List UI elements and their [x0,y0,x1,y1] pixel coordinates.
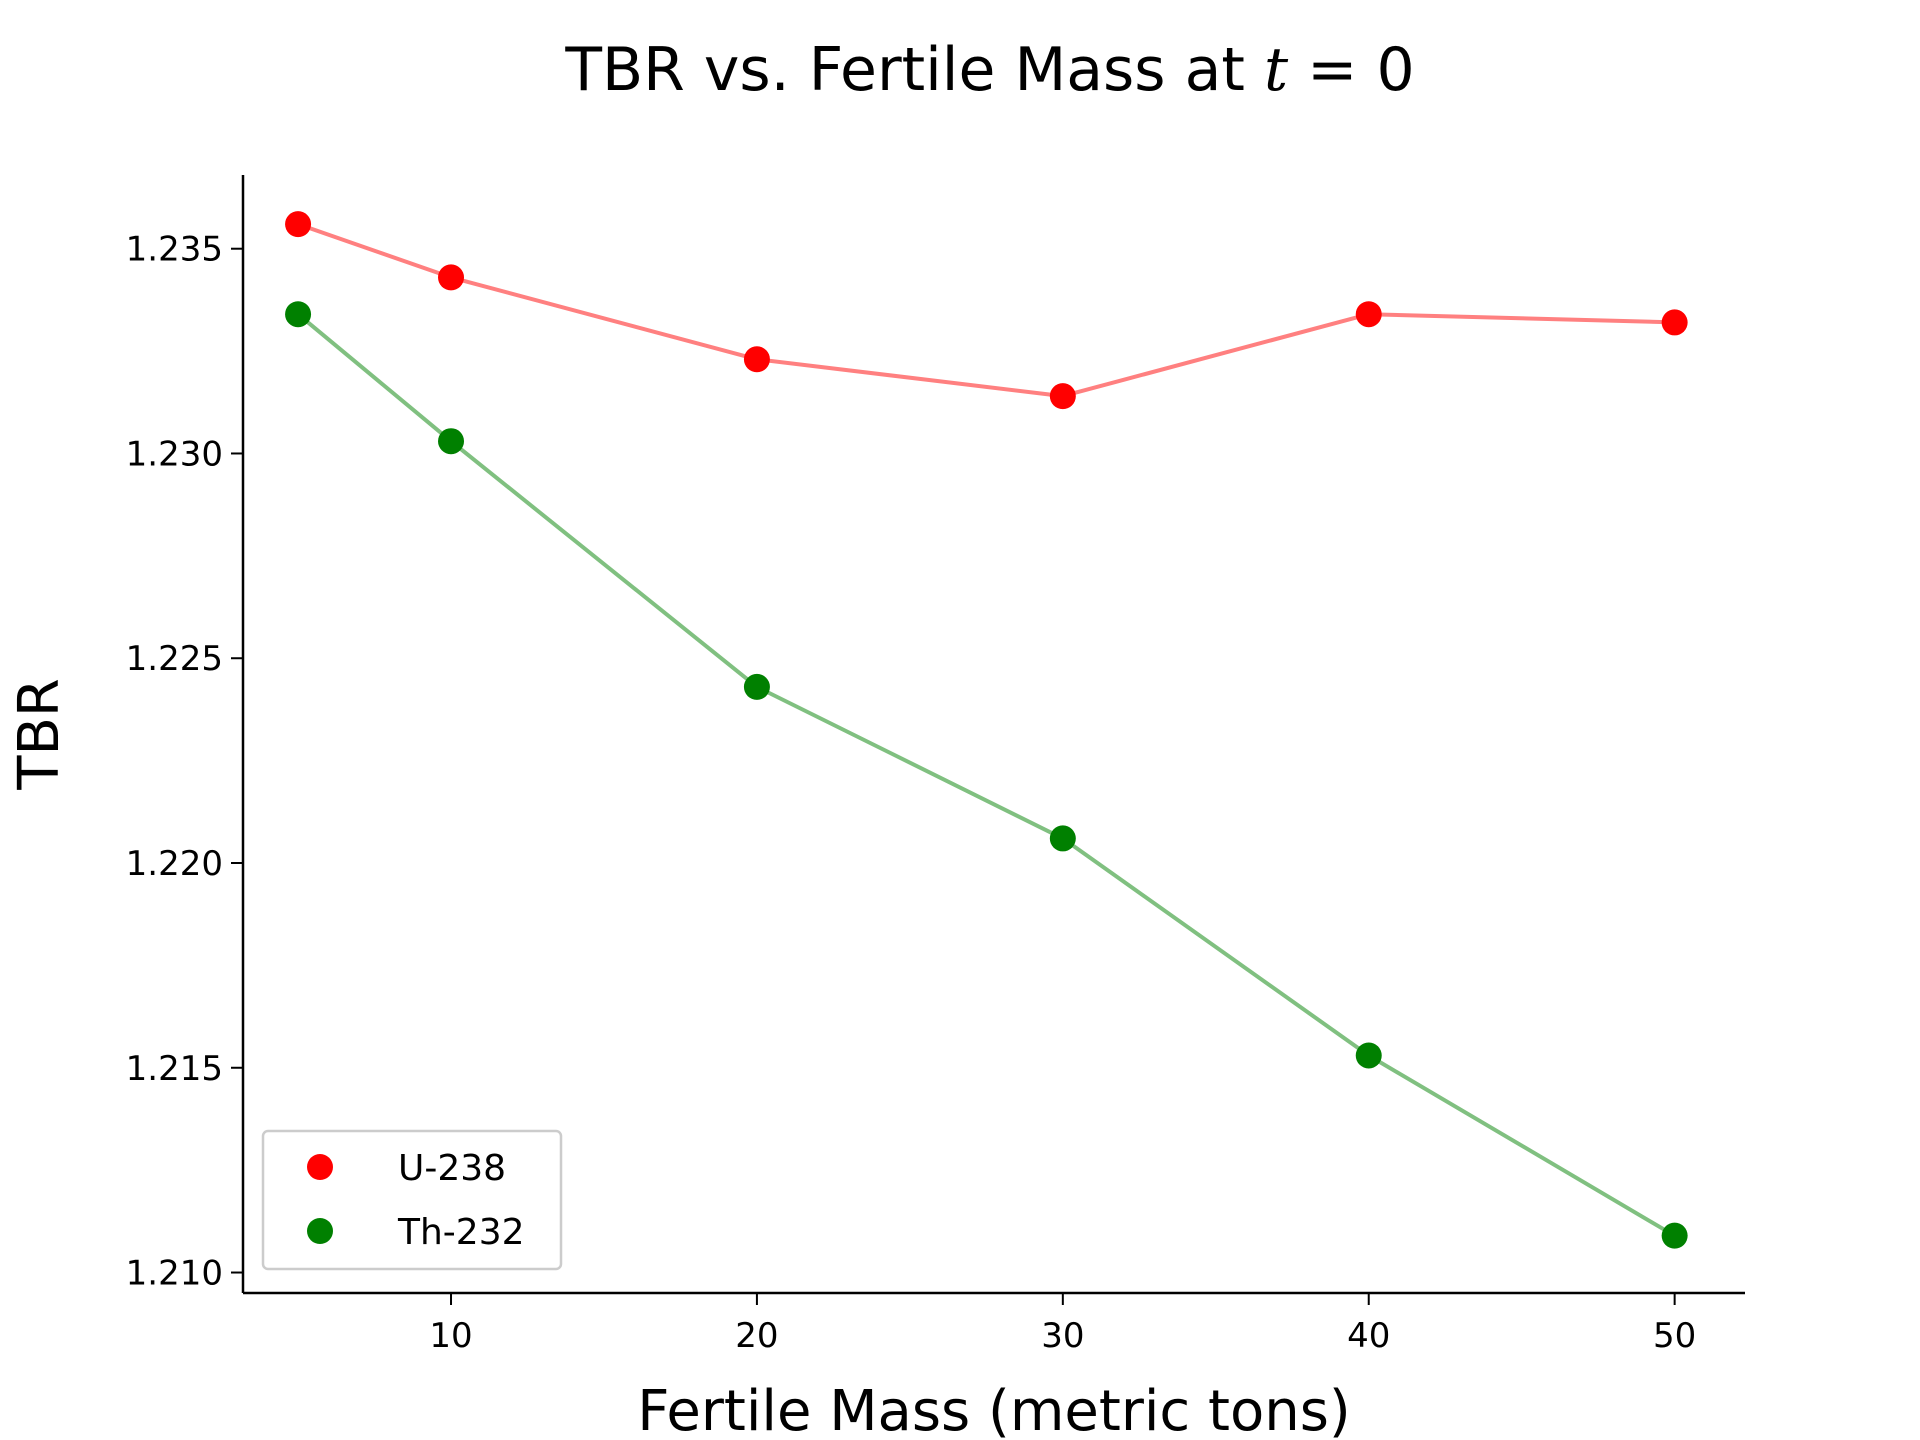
x-tick-label: 40 [1347,1316,1390,1356]
x-tick-label: 30 [1041,1316,1084,1356]
chart-title-rest: = 0 [1288,35,1415,105]
data-point-u-238 [1049,383,1076,410]
data-point-th-232 [1661,1222,1688,1249]
y-tick-label: 1.230 [126,434,223,474]
y-tick-label: 1.220 [126,844,223,884]
data-point-u-238 [743,346,770,373]
legend: U-238 Th-232 [261,1129,563,1271]
data-point-th-232 [1355,1042,1382,1069]
x-tick-label: 10 [429,1316,472,1356]
data-point-u-238 [1355,301,1382,328]
chart-title-variable: t [1264,35,1289,105]
legend-label-u-238: U-238 [398,1148,506,1189]
legend-marker-u-238 [307,1154,333,1180]
data-point-u-238 [438,264,465,291]
legend-items: U-238 Th-232 [307,1148,525,1253]
plot-area: 10 20 30 40 50 1.210 1.215 1.220 1.225 1.230 1.23… [126,175,1745,1356]
x-tick-label: 20 [735,1316,778,1356]
legend-label-th-232: Th-232 [397,1212,525,1253]
series-layer [285,211,1688,1249]
legend-marker-th-232 [307,1218,333,1244]
y-tick-label: 1.235 [126,230,223,270]
series-line-u-238 [297,222,1675,399]
data-point-u-238 [285,211,312,238]
y-tick-label: 1.210 [126,1254,223,1294]
series-line-th-232 [296,312,1676,1238]
legend-box [261,1129,563,1271]
y-tick-label: 1.225 [126,639,223,679]
data-point-th-232 [438,428,465,455]
y-axis-label: TBR [7,678,72,791]
data-point-th-232 [743,673,770,700]
y-tick-label: 1.215 [126,1049,223,1089]
data-point-th-232 [1049,825,1076,852]
data-point-th-232 [285,301,312,328]
x-ticks: 10 20 30 40 50 [429,1293,1696,1356]
x-tick-label: 50 [1653,1316,1696,1356]
y-ticks: 1.210 1.215 1.220 1.225 1.230 1.235 [126,230,243,1294]
chart-title: TBR vs. Fertile Mass at t = 0 [564,35,1414,105]
chart-title-main: TBR vs. Fertile Mass at [564,35,1264,105]
x-axis-label: Fertile Mass (metric tons) [637,1379,1350,1440]
data-point-u-238 [1661,309,1688,336]
